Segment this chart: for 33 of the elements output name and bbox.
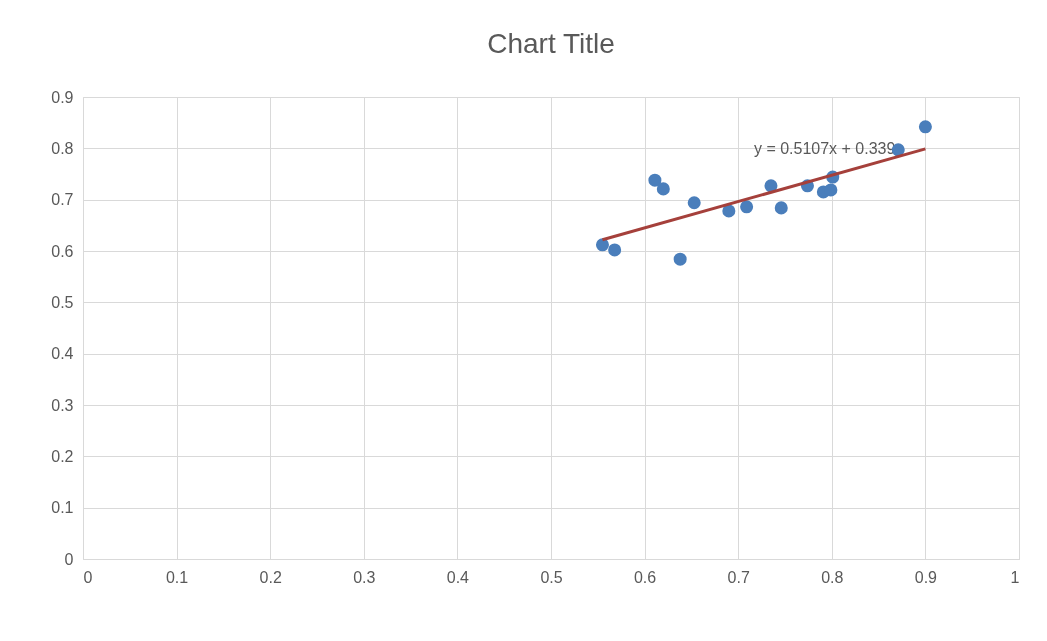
y-tick-label: 0.6 <box>51 242 74 260</box>
point <box>595 238 609 252</box>
point <box>918 120 932 134</box>
y-tick-label: 0.3 <box>51 396 74 414</box>
x-tick-label: 0.2 <box>259 568 282 586</box>
y-tick-label: 0.8 <box>51 139 74 157</box>
x-tick-label: 0 <box>83 568 93 586</box>
y-tick-label: 0.2 <box>51 447 74 465</box>
point <box>687 196 701 210</box>
point <box>656 182 670 196</box>
x-tick-label: 0.8 <box>821 568 844 586</box>
chart-title: Chart Title <box>487 28 615 59</box>
x-tick-label: 0.6 <box>633 568 657 586</box>
y-tick-label: 0.7 <box>51 191 74 209</box>
x-tick-label: 0.5 <box>540 568 563 586</box>
x-tick-label: 0.4 <box>446 568 470 586</box>
point <box>648 173 662 187</box>
point <box>608 243 622 257</box>
x-tick-label: 0.7 <box>727 568 750 586</box>
y-tick-label: 0.1 <box>51 499 74 517</box>
y-tick-label: 0 <box>64 550 74 568</box>
point <box>824 183 838 197</box>
y-tick-label: 0.5 <box>51 293 74 311</box>
point <box>740 200 754 214</box>
y-tick-label: 0.9 <box>51 88 74 106</box>
y-tick-label: 0.4 <box>51 345 74 363</box>
x-tick-label: 0.9 <box>914 568 938 586</box>
point <box>722 204 736 218</box>
point <box>673 252 687 266</box>
x-tick-label: 0.3 <box>353 568 376 586</box>
x-tick-label: 1 <box>1010 568 1020 586</box>
point <box>774 201 788 215</box>
x-tick-label: 0.1 <box>165 568 189 586</box>
